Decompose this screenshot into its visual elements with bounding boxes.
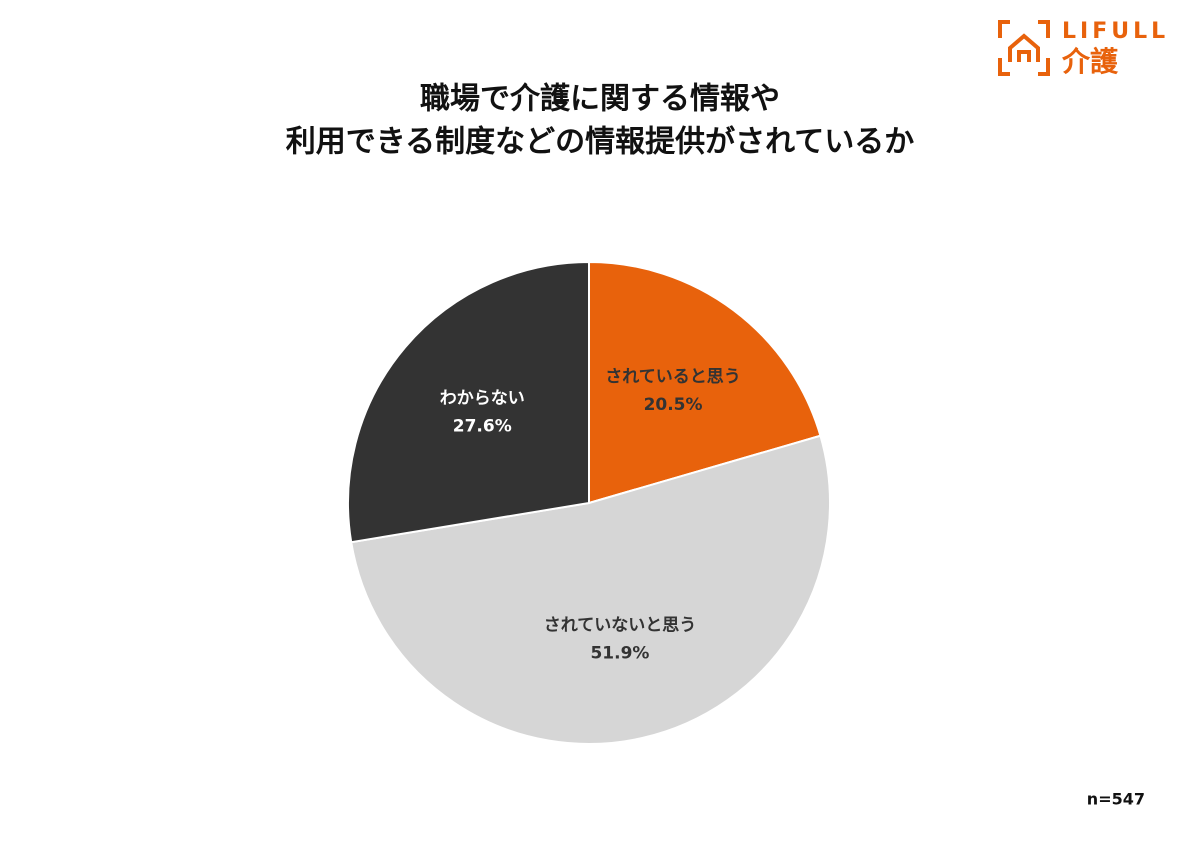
slice-label: されていると思う <box>605 367 741 387</box>
logo <box>998 20 1050 76</box>
slice-value-label: 51.9% <box>590 644 649 664</box>
logo-text: LIFULL <box>1062 19 1169 44</box>
pie-slice <box>588 260 822 505</box>
pie-slice <box>347 260 590 544</box>
pie-slice <box>350 434 831 745</box>
slice-value-label: 27.6% <box>453 416 512 436</box>
slice-value-label: 20.5% <box>644 395 703 415</box>
slice-label: されていないと思う <box>544 616 697 636</box>
logo-subtext: 介護 <box>1061 45 1119 78</box>
logo-frame <box>998 20 1050 76</box>
slice-label: わからない <box>440 388 525 408</box>
chart-title: 職場で介護に関する情報や <box>420 82 780 117</box>
annotation: n=547 <box>1087 790 1145 809</box>
chart-title: 利用できる制度などの情報提供がされているか <box>286 125 915 160</box>
logo-house <box>1008 33 1040 62</box>
